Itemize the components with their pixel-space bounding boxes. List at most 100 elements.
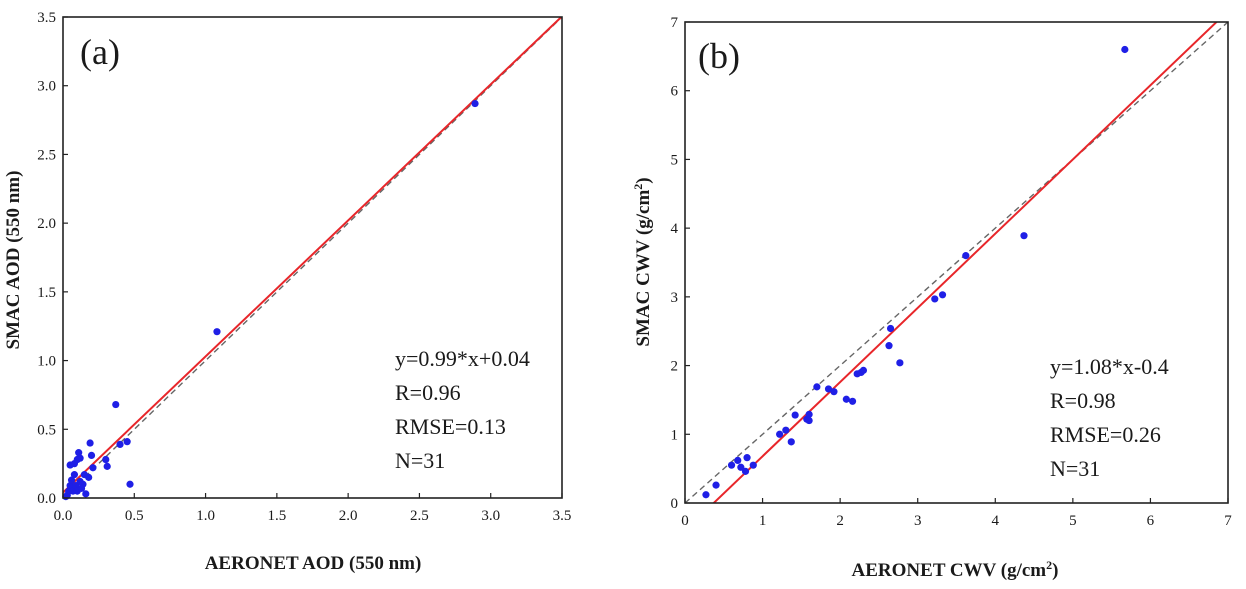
panel-a-data-point (126, 480, 134, 488)
panel-a-x-tick-label: 3.0 (481, 508, 500, 524)
panel-b-y-tick-label: 5 (671, 152, 679, 168)
panel-a-data-point (213, 328, 221, 336)
panel-b-x-axis-title-end: ) (1052, 560, 1058, 581)
panel-b-data-point (848, 397, 857, 405)
panel-a-stat-rmse: RMSE=0.13 (395, 414, 506, 439)
panel-b-x-tick-label: 2 (836, 513, 844, 529)
panel-b-y-tick-label: 1 (671, 427, 679, 443)
panel-a-data-point (80, 471, 88, 479)
panel-a-data-point (70, 471, 79, 479)
panel-b-data-point (791, 411, 799, 419)
panel-b-x-tick-label: 4 (992, 513, 1000, 529)
panel-b-plot-frame (684, 21, 1229, 504)
panel-a-x-tick-label: 1.0 (196, 508, 215, 524)
panel-b-y-tick-label: 7 (671, 15, 679, 31)
panel-b-x-tick-label: 7 (1224, 513, 1232, 529)
panel-a-x-tick-label: 2.0 (339, 508, 358, 524)
panel-b-data-point (749, 461, 757, 469)
panel-b-data-point (813, 383, 821, 391)
panel-b-y-tick-label: 2 (671, 359, 679, 375)
panel-a-data-point (75, 449, 83, 457)
panel-a-y-tick-label: 1.5 (37, 285, 56, 301)
panel-a-data-point (102, 455, 110, 464)
panel-a-y-tick-label: 1.0 (37, 354, 56, 370)
panel-b-y-axis-title-sup: 2 (631, 184, 645, 190)
panel-a: SMAC AOD (550 nm) AERONET AOD (550 nm) 0… (3, 10, 571, 574)
panel-a-stat-n: N=31 (395, 448, 445, 473)
panel-b-x-axis-title: AERONET CWV (g/cm2) (852, 558, 1059, 581)
panel-b-label: (b) (698, 36, 740, 76)
panel-b-data-point (743, 454, 751, 462)
panel-b-data-point (734, 456, 742, 464)
panel-a-data-point (87, 451, 96, 459)
panel-b-y-tick-label: 3 (671, 290, 679, 306)
panel-b-data-point (859, 366, 868, 374)
panel-b-stat-r: R=0.98 (1050, 388, 1116, 413)
panel-a-x-tick-label: 3.5 (553, 508, 572, 524)
panel-b-data-point (741, 467, 750, 475)
panel-b-data-point (938, 291, 947, 299)
panel-a-data-point (471, 99, 479, 108)
panel-a-data-point (103, 462, 111, 470)
panel-b-x-tick-label: 3 (914, 513, 922, 529)
panel-a-plot-frame (62, 16, 563, 499)
panel-a-x-tick-label: 2.5 (410, 508, 429, 524)
panel-a-data-point (82, 490, 90, 498)
panel-a-reference-line (63, 17, 562, 498)
panel-b-data-point (782, 426, 790, 434)
panel-b-data-point (896, 359, 904, 367)
panel-b-data-point (712, 481, 720, 489)
panel-b-x-tick-label: 0 (681, 513, 689, 529)
panel-b-data-point (1121, 45, 1129, 54)
panel-b-data-point (805, 416, 813, 425)
panel-a-x-tick-label: 0.5 (125, 508, 144, 524)
panel-b-data-point (885, 342, 893, 350)
panel-b-stat-equation: y=1.08*x-0.4 (1050, 354, 1169, 379)
panel-b-data-point (787, 438, 795, 446)
panel-a-y-tick-label: 3.5 (37, 10, 56, 26)
panel-b-data-point (737, 463, 745, 471)
panel-a-x-tick-label: 0.0 (54, 508, 73, 524)
panel-a-y-axis-title: SMAC AOD (550 nm) (3, 171, 24, 350)
panel-b-data-point (727, 461, 736, 469)
panel-b-data-point (962, 252, 970, 260)
panel-a-data-point (89, 464, 97, 472)
panel-a-stat-r: R=0.96 (395, 380, 461, 405)
panel-b-data-point (1020, 232, 1028, 240)
panel-a-stat-equation: y=0.99*x+0.04 (395, 346, 530, 371)
panel-b-stat-rmse: RMSE=0.26 (1050, 422, 1161, 447)
panel-b-data-point (824, 385, 833, 393)
panel-b-stats: y=1.08*x-0.4 R=0.98 RMSE=0.26 N=31 (1050, 354, 1169, 481)
panel-a-data-point (66, 482, 74, 490)
panel-b-x-tick-label: 6 (1147, 513, 1155, 529)
panel-a-data-point (76, 477, 84, 486)
panel-a-y-tick-label: 3.0 (37, 79, 56, 95)
panel-a-lines (63, 17, 562, 498)
panel-a-data-point (116, 440, 124, 449)
panel-b-stat-n: N=31 (1050, 456, 1100, 481)
panel-b-x-axis-title-sup: 2 (1046, 558, 1052, 572)
panel-b-data-point (931, 295, 939, 303)
panel-a-x-tick-label: 1.5 (267, 508, 286, 524)
panel-a-fit-line (63, 17, 562, 494)
panel-b-lines (685, 22, 1228, 503)
panel-b-y-axis-title-main: SMAC CWV (g/cm (633, 190, 654, 347)
panel-a-x-axis-title: AERONET AOD (550 nm) (205, 553, 422, 574)
panel-b-y-axis-title-end: ) (633, 177, 654, 183)
panel-b-y-tick-label: 0 (671, 496, 679, 512)
panel-a-y-tick-label: 0.5 (37, 422, 56, 438)
panel-a-y-tick-label: 2.5 (37, 147, 56, 163)
panel-a-y-tick-label: 0.0 (37, 491, 56, 507)
panel-a-data-point (76, 454, 84, 462)
panel-b-points (702, 45, 1129, 499)
panel-b-x-tick-label: 1 (759, 513, 767, 529)
panel-a-data-point (112, 400, 120, 409)
panel-b-data-point (830, 388, 838, 396)
panel-a-label: (a) (80, 32, 120, 72)
panel-a-y-tick-label: 2.0 (37, 216, 56, 232)
panel-b-x-axis-title-main: AERONET CWV (g/cm (852, 560, 1047, 581)
panel-b-y-tick-label: 4 (671, 221, 679, 237)
panel-b-data-point (805, 410, 813, 418)
